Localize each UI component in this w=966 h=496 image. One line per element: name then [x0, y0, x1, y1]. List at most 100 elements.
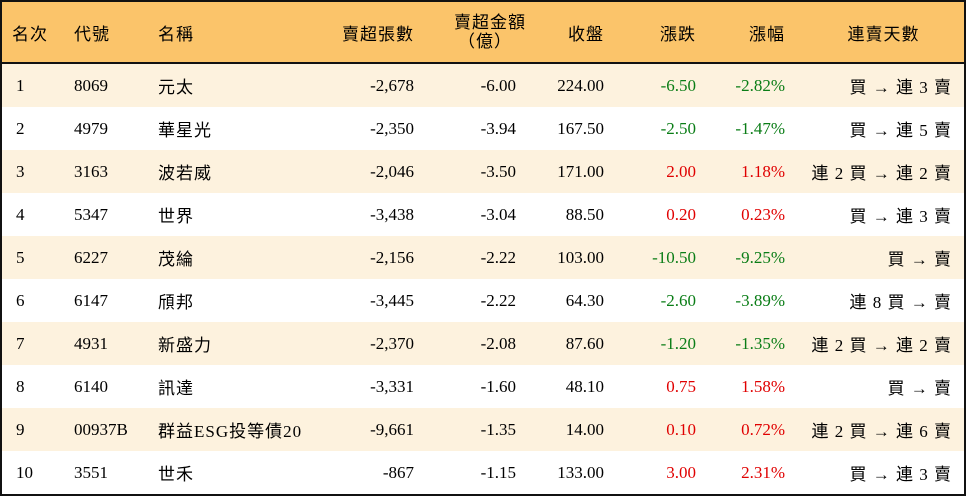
rank-cell: 5	[16, 247, 25, 267]
change-pct-cell: -1.35%	[735, 333, 785, 353]
change-cell: 2.00	[666, 161, 696, 181]
table-row: 10 3551 世禾 -867 -1.15 133.00 3.00 2.31% 買 → 連 3 …	[2, 451, 964, 494]
rank-cell: 8	[16, 376, 25, 396]
code-cell: 6140	[74, 376, 108, 396]
change-pct-cell: 0.72%	[741, 419, 785, 439]
code-cell: 8069	[74, 75, 108, 95]
header-sell-amount: 賣超金額 （億）	[414, 13, 526, 51]
header-sell-amount-line1: 賣超金額	[454, 13, 526, 32]
header-streak: 連賣天數	[847, 24, 920, 44]
change-pct-cell: 0.23%	[741, 204, 785, 224]
sell-amount-cell: -2.22	[480, 290, 516, 310]
change-pct-cell: -9.25%	[735, 247, 785, 267]
sell-amount-cell: -3.50	[480, 161, 516, 181]
change-cell: -2.50	[660, 118, 696, 138]
close-cell: 133.00	[557, 462, 604, 482]
table-row: 6 6147 頎邦 -3,445 -2.22 64.30 -2.60 -3.89% 連 8 買 …	[2, 279, 964, 322]
change-cell: 3.00	[666, 462, 696, 482]
name-cell: 元太	[158, 78, 194, 97]
header-sell-volume: 賣超張數	[342, 24, 414, 44]
sell-volume-cell: -3,438	[370, 204, 414, 224]
name-cell: 頎邦	[158, 293, 194, 312]
streak-cell: 買 → 連 3 賣	[849, 465, 952, 484]
table-row: 3 3163 波若威 -2,046 -3.50 171.00 2.00 1.18% 連 2 買 …	[2, 150, 964, 193]
sell-amount-cell: -1.60	[480, 376, 516, 396]
sell-amount-cell: -1.15	[480, 462, 516, 482]
streak-cell: 連 8 買 → 賣	[849, 293, 952, 312]
name-cell: 新盛力	[158, 336, 212, 355]
name-cell: 波若威	[158, 164, 212, 183]
streak-cell: 連 2 買 → 連 2 賣	[811, 336, 952, 355]
header-rank: 名次	[12, 24, 48, 44]
table-body: 1 8069 元太 -2,678 -6.00 224.00 -6.50 -2.82% 買 → 連…	[2, 64, 964, 494]
sell-volume-cell: -9,661	[370, 419, 414, 439]
sell-amount-cell: -2.22	[480, 247, 516, 267]
header-code: 代號	[74, 24, 110, 44]
close-cell: 224.00	[557, 75, 604, 95]
sell-volume-cell: -2,350	[370, 118, 414, 138]
table-row: 5 6227 茂綸 -2,156 -2.22 103.00 -10.50 -9.25% 買 → …	[2, 236, 964, 279]
name-cell: 世界	[158, 207, 194, 226]
close-cell: 14.00	[565, 419, 604, 439]
name-cell: 茂綸	[158, 250, 194, 269]
table-header-row: 名次 代號 名稱 賣超張數 賣超金額 （億） 收盤 漲跌 漲幅 連賣天數	[2, 2, 964, 64]
streak-cell: 買 → 連 5 賣	[849, 121, 952, 140]
header-close: 收盤	[568, 24, 604, 44]
sell-amount-cell: -6.00	[480, 75, 516, 95]
header-change-pct: 漲幅	[749, 24, 785, 44]
sell-amount-cell: -1.35	[480, 419, 516, 439]
name-cell: 群益ESG投等債20	[158, 422, 303, 441]
change-pct-cell: -1.47%	[735, 118, 785, 138]
code-cell: 3163	[74, 161, 108, 181]
header-change: 漲跌	[660, 24, 696, 44]
rank-cell: 10	[16, 462, 33, 482]
table-row: 1 8069 元太 -2,678 -6.00 224.00 -6.50 -2.82% 買 → 連…	[2, 64, 964, 107]
sell-amount-cell: -2.08	[480, 333, 516, 353]
header-name: 名稱	[158, 24, 194, 44]
sell-volume-cell: -2,046	[370, 161, 414, 181]
code-cell: 6227	[74, 247, 108, 267]
close-cell: 167.50	[557, 118, 604, 138]
close-cell: 87.60	[565, 333, 604, 353]
sell-volume-cell: -867	[382, 462, 414, 482]
header-sell-amount-line2: （億）	[458, 32, 512, 51]
change-cell: -1.20	[660, 333, 696, 353]
streak-cell: 買 → 連 3 賣	[849, 207, 952, 226]
code-cell: 4931	[74, 333, 108, 353]
change-cell: -2.60	[660, 290, 696, 310]
change-cell: 0.75	[666, 376, 696, 396]
sell-volume-cell: -3,445	[370, 290, 414, 310]
name-cell: 華星光	[158, 121, 212, 140]
sell-volume-cell: -3,331	[370, 376, 414, 396]
close-cell: 64.30	[565, 290, 604, 310]
rank-cell: 4	[16, 204, 25, 224]
code-cell: 4979	[74, 118, 108, 138]
rank-cell: 7	[16, 333, 25, 353]
streak-cell: 買 → 賣	[887, 250, 952, 269]
change-cell: -10.50	[652, 247, 696, 267]
table-row: 9 00937B 群益ESG投等債20 -9,661 -1.35 14.00 0.10 0.7…	[2, 408, 964, 451]
rank-cell: 6	[16, 290, 25, 310]
change-cell: 0.20	[666, 204, 696, 224]
change-pct-cell: 1.18%	[741, 161, 785, 181]
sell-volume-cell: -2,678	[370, 75, 414, 95]
streak-cell: 買 → 賣	[887, 379, 952, 398]
change-cell: -6.50	[660, 75, 696, 95]
code-cell: 3551	[74, 462, 108, 482]
close-cell: 171.00	[557, 161, 604, 181]
change-pct-cell: -3.89%	[735, 290, 785, 310]
name-cell: 訊達	[158, 379, 194, 398]
sell-volume-cell: -2,370	[370, 333, 414, 353]
streak-cell: 買 → 連 3 賣	[849, 78, 952, 97]
close-cell: 88.50	[565, 204, 604, 224]
change-pct-cell: 1.58%	[741, 376, 785, 396]
rank-cell: 2	[16, 118, 25, 138]
sell-volume-cell: -2,156	[370, 247, 414, 267]
change-pct-cell: 2.31%	[741, 462, 785, 482]
rank-cell: 1	[16, 75, 25, 95]
change-pct-cell: -2.82%	[735, 75, 785, 95]
table-row: 7 4931 新盛力 -2,370 -2.08 87.60 -1.20 -1.35% 連 2 買…	[2, 322, 964, 365]
sell-amount-cell: -3.04	[480, 204, 516, 224]
code-cell: 6147	[74, 290, 108, 310]
